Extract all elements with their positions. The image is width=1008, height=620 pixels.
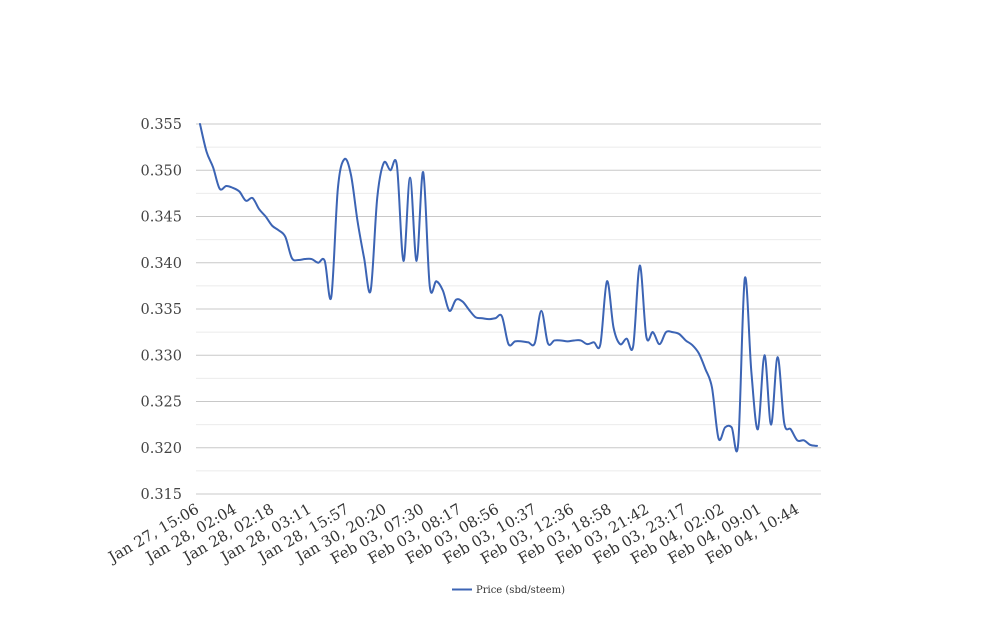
legend-label: Price (sbd/steem) (476, 585, 565, 596)
y-tick-label: 0.335 (140, 302, 182, 318)
y-tick-label: 0.350 (140, 163, 182, 179)
y-tick-label: 0.345 (140, 210, 182, 226)
y-tick-label: 0.330 (140, 348, 182, 364)
grid (196, 123, 821, 495)
y-tick-label: 0.320 (140, 441, 182, 457)
y-tick-label: 0.315 (140, 487, 182, 503)
series-layer (199, 123, 818, 453)
y-axis-ticks: 0.315 0.320 0.325 0.330 0.335 0.340 0.345 0.350… (140, 117, 182, 503)
y-tick-label: 0.355 (140, 117, 182, 133)
y-tick-label: 0.325 (140, 395, 182, 411)
y-tick-label: 0.340 (140, 256, 182, 272)
series-line-0 (199, 123, 818, 453)
legend: Price (sbd/steem) (452, 585, 565, 596)
